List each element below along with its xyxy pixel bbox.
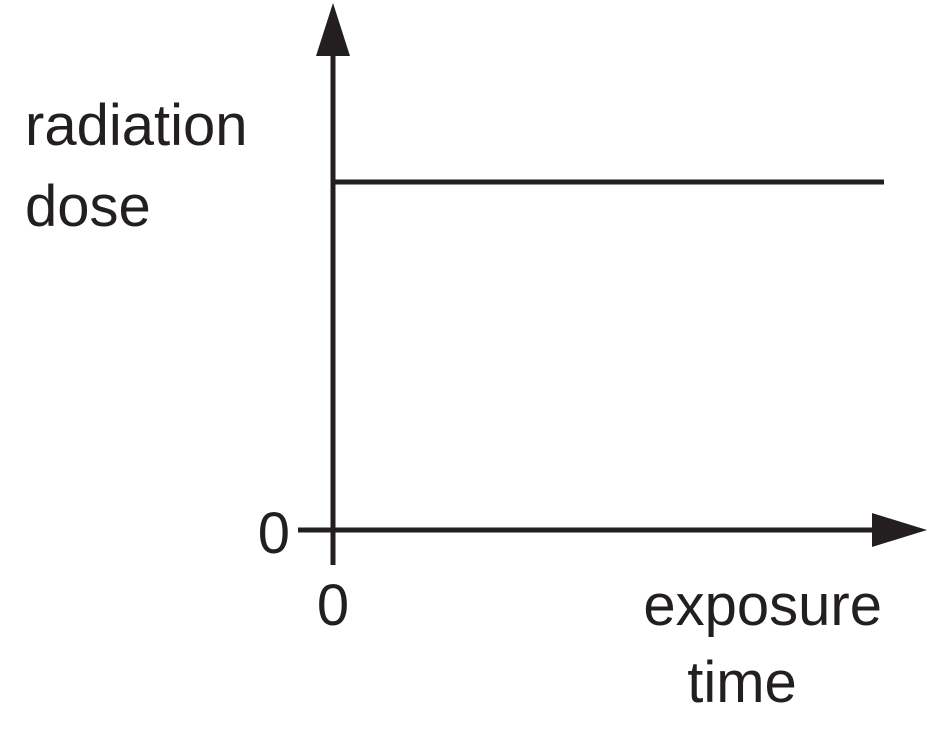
x-axis-arrow <box>872 513 927 547</box>
y-axis-label: dose <box>25 174 151 239</box>
x-axis-label: time <box>687 650 797 715</box>
x-origin-label: 0 <box>317 573 349 638</box>
y-axis-arrow <box>316 3 350 56</box>
x-axis-label: exposure <box>643 573 882 638</box>
y-origin-label: 0 <box>258 501 290 566</box>
y-axis-label: radiation <box>25 93 247 158</box>
